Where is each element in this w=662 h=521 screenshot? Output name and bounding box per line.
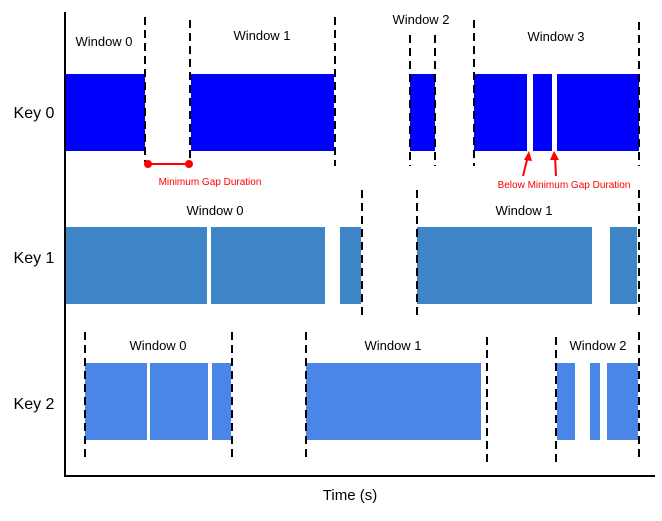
min-gap-label: Minimum Gap Duration: [159, 177, 262, 188]
key2-activity-bar-2: [212, 363, 231, 440]
below-min-gap-label: Below Minimum Gap Duration: [498, 180, 631, 191]
key2-activity-bar-5: [590, 363, 600, 440]
arrow-2-head-icon: [550, 151, 559, 160]
key0-activity-bar-3: [474, 74, 527, 151]
key2-activity-bar-6: [607, 363, 638, 440]
key2-window-1-label: Window 1: [364, 338, 421, 353]
key0-window-1-label: Window 1: [233, 28, 290, 43]
key1-activity-bar-0: [65, 227, 207, 304]
key0-activity-bar-2: [410, 74, 435, 151]
key2-activity-bar-1: [150, 363, 208, 440]
key2-window-0-label: Window 0: [129, 338, 186, 353]
key1-activity-bar-4: [610, 227, 637, 304]
key1-activity-bar-1: [211, 227, 325, 304]
key0-activity-bar-0: [65, 74, 145, 151]
min-gap-annotation: Minimum Gap Duration: [144, 160, 261, 188]
x-axis-label: Time (s): [323, 487, 377, 504]
key0-window-0-label: Window 0: [75, 34, 132, 49]
row-label-key-2: Key 2: [14, 396, 55, 413]
key1-activity-bar-2: [340, 227, 361, 304]
key0-activity-bar-4: [533, 74, 552, 151]
key1-window-1-label: Window 1: [495, 203, 552, 218]
key1-activity-bar-3: [417, 227, 592, 304]
key0-activity-bar-1: [191, 74, 334, 151]
row-label-key-0: Key 0: [14, 105, 55, 122]
key0-window-2-label: Window 2: [392, 12, 449, 27]
arrow-1-head-icon: [524, 151, 532, 161]
key0-activity-bar-5: [557, 74, 639, 151]
key2-window-2-label: Window 2: [569, 338, 626, 353]
key0-window-3-label: Window 3: [527, 29, 584, 44]
min-gap-start-dot: [144, 160, 152, 168]
row-label-key-1: Key 1: [14, 250, 55, 267]
min-gap-end-dot: [185, 160, 193, 168]
key2-activity-bar-0: [85, 363, 147, 440]
key1-window-0-label: Window 0: [186, 203, 243, 218]
below-min-gap-annotation: Below Minimum Gap Duration: [498, 151, 631, 191]
key2-activity-bar-3: [306, 363, 481, 440]
key2-activity-bar-4: [557, 363, 575, 440]
